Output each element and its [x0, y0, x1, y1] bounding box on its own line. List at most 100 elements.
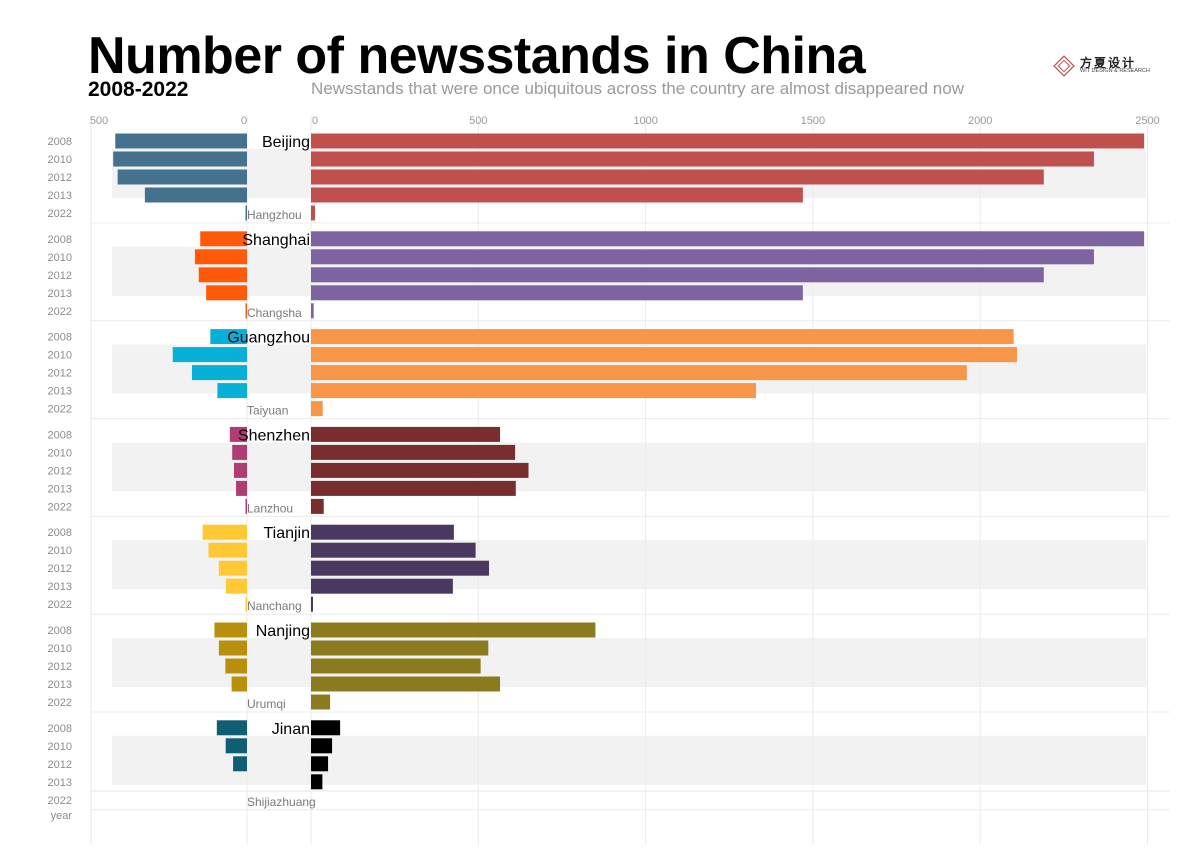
- year-tick-label: 2012: [48, 465, 72, 477]
- right-bar: [311, 596, 313, 612]
- year-tick-label: 2022: [48, 795, 72, 807]
- year-tick-label: 2008: [48, 429, 72, 441]
- right-bar: [311, 542, 476, 558]
- chart-subtitle: Newsstands that were once ubiquitous acr…: [311, 79, 964, 98]
- right-bar: [311, 738, 333, 754]
- year-tick-label: 2012: [48, 563, 72, 575]
- right-bar: [311, 774, 323, 790]
- left-city-label: Hangzhou: [247, 208, 302, 222]
- year-tick-label: 2010: [48, 741, 72, 753]
- right-city-label: Shenzhen: [238, 427, 310, 444]
- right-bar: [311, 462, 529, 478]
- left-bar: [202, 524, 247, 540]
- year-range-label: 2008-2022: [88, 78, 189, 101]
- right-bar: [311, 401, 323, 417]
- left-bar: [229, 426, 247, 442]
- left-city-label: Urumqi: [247, 697, 286, 711]
- left-bar: [218, 560, 247, 576]
- year-tick-label: 2013: [48, 386, 72, 398]
- right-bar: [311, 249, 1094, 265]
- left-axis-tick-label: 0: [241, 115, 247, 127]
- year-tick-label: 2013: [48, 288, 72, 300]
- right-bar: [311, 347, 1018, 363]
- left-city-label: Lanzhou: [247, 501, 293, 515]
- left-city-label: Nanchang: [247, 599, 302, 613]
- year-tick-label: 2012: [48, 368, 72, 380]
- brand-logo-icon: [1053, 55, 1075, 77]
- year-tick-label: 2013: [48, 190, 72, 202]
- right-bar: [311, 426, 501, 442]
- year-tick-label: 2012: [48, 270, 72, 282]
- year-tick-label: 2010: [48, 545, 72, 557]
- row-band: [112, 540, 1146, 590]
- year-tick-label: 2013: [48, 679, 72, 691]
- year-tick-label: 2022: [48, 404, 72, 416]
- left-bar: [198, 267, 247, 283]
- right-axis-tick-label: 1500: [801, 115, 825, 127]
- right-bar: [311, 231, 1145, 247]
- right-bar: [311, 560, 490, 576]
- year-tick-label: 2013: [48, 581, 72, 593]
- left-bar: [225, 738, 247, 754]
- right-city-label: Jinan: [272, 721, 310, 738]
- left-bar: [200, 231, 247, 247]
- right-bar: [311, 498, 324, 514]
- right-axis-tick-label: 1000: [633, 115, 657, 127]
- year-tick-label: 2013: [48, 777, 72, 789]
- logo-chinese-text: 方夏设计: [1080, 56, 1137, 70]
- left-bar: [232, 444, 247, 460]
- left-bar: [245, 303, 247, 319]
- year-tick-label: 2012: [48, 172, 72, 184]
- left-axis-tick-label: 500: [90, 115, 108, 127]
- right-bar: [311, 285, 803, 301]
- right-bar: [311, 694, 331, 710]
- left-city-label: Changsha: [247, 306, 302, 320]
- chart-title: Number of newsstands in China: [88, 27, 866, 85]
- right-bar: [311, 524, 454, 540]
- right-city-label: Guangzhou: [227, 330, 310, 347]
- year-tick-label: 2010: [48, 252, 72, 264]
- left-bar: [214, 622, 247, 638]
- left-bar: [115, 133, 247, 149]
- left-bar: [225, 578, 247, 594]
- left-bar: [233, 462, 247, 478]
- right-bar: [311, 205, 316, 221]
- year-axis-label: year: [51, 810, 73, 822]
- right-axis-tick-label: 2000: [968, 115, 992, 127]
- year-tick-label: 2012: [48, 759, 72, 771]
- left-bar: [216, 720, 247, 736]
- year-tick-label: 2010: [48, 350, 72, 362]
- right-bar: [311, 365, 967, 381]
- year-tick-label: 2008: [48, 723, 72, 735]
- right-bar: [311, 756, 329, 772]
- left-bar: [113, 151, 247, 167]
- year-tick-label: 2008: [48, 625, 72, 637]
- left-bar: [172, 347, 247, 363]
- right-axis-tick-label: 2500: [1135, 115, 1159, 127]
- right-bar: [311, 151, 1094, 167]
- left-bar: [206, 285, 247, 301]
- year-tick-label: 2008: [48, 527, 72, 539]
- row-band: [112, 442, 1146, 492]
- left-bar: [236, 480, 247, 496]
- year-tick-label: 2022: [48, 697, 72, 709]
- left-bar: [225, 658, 247, 674]
- right-bar: [311, 383, 757, 399]
- right-bar: [311, 133, 1145, 149]
- left-city-label: Taiyuan: [247, 404, 288, 418]
- left-bar: [245, 498, 247, 514]
- left-bar: [231, 676, 247, 692]
- row-band: [112, 735, 1146, 785]
- year-tick-label: 2022: [48, 501, 72, 513]
- left-bar: [217, 383, 247, 399]
- left-bar: [208, 542, 247, 558]
- year-tick-label: 2008: [48, 234, 72, 246]
- year-tick-label: 2010: [48, 643, 72, 655]
- right-axis-tick-label: 500: [469, 115, 487, 127]
- row-band: [112, 638, 1146, 687]
- brand-logo: 方夏设计 WIT DESIGN & RESEARCH: [1052, 54, 1150, 78]
- left-bar: [245, 205, 247, 221]
- year-tick-label: 2008: [48, 332, 72, 344]
- year-tick-label: 2010: [48, 447, 72, 459]
